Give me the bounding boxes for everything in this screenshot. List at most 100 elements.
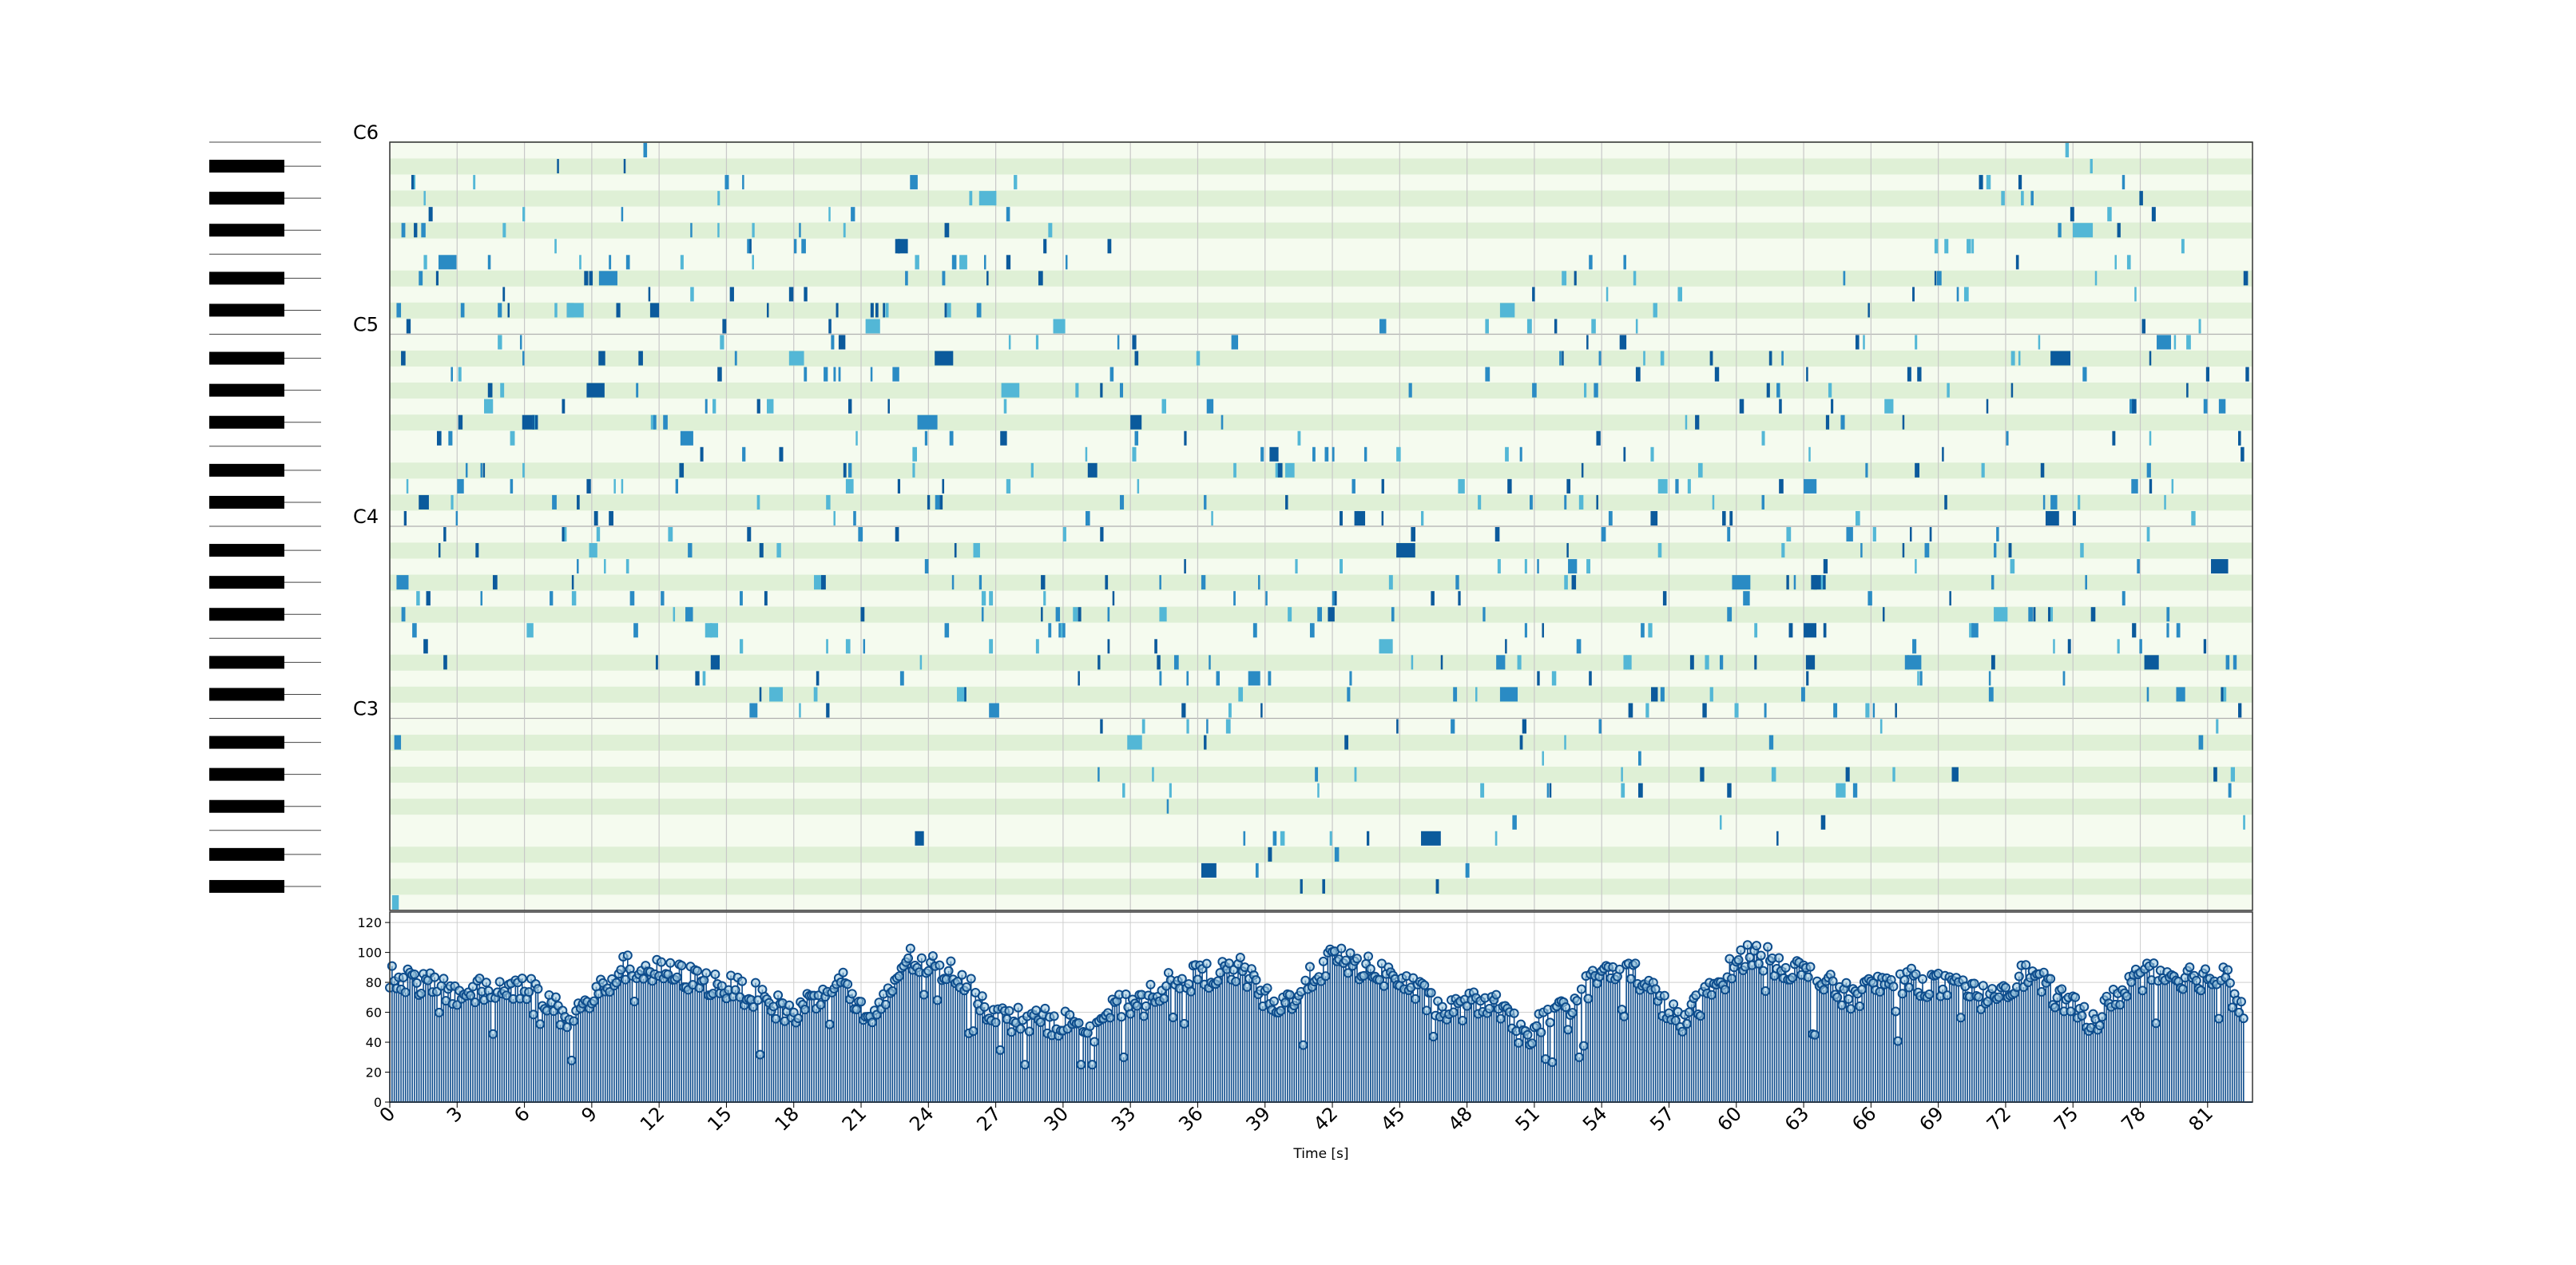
note <box>1650 510 1658 525</box>
note <box>1344 735 1349 750</box>
note <box>944 623 950 638</box>
note <box>1865 703 1870 718</box>
note <box>1288 607 1292 622</box>
note <box>779 446 784 462</box>
note <box>394 735 402 750</box>
note <box>1820 815 1826 830</box>
velocity-marker <box>1522 1029 1533 1040</box>
note <box>942 271 946 286</box>
black-key <box>209 736 284 749</box>
velocity-marker <box>943 966 954 976</box>
note <box>1651 687 1658 702</box>
note <box>1729 510 1733 525</box>
note <box>455 510 458 525</box>
note <box>625 255 630 270</box>
velocity-marker <box>1987 984 1998 994</box>
velocity-marker <box>605 986 615 997</box>
note <box>919 655 923 670</box>
note <box>1060 623 1063 638</box>
note <box>1907 367 1911 382</box>
note <box>1297 430 1301 446</box>
note <box>2137 559 2140 574</box>
note <box>1805 655 1816 670</box>
note <box>1159 575 1161 590</box>
note <box>1831 399 1834 414</box>
note <box>838 367 841 382</box>
note <box>855 430 858 446</box>
x-tick-label: 33 <box>1107 1102 1140 1135</box>
note <box>1621 767 1623 782</box>
velocity-marker <box>1448 1007 1459 1017</box>
pitch-row <box>390 254 2253 271</box>
note <box>498 303 502 318</box>
velocity-marker <box>1888 981 1899 992</box>
velocity-marker <box>2227 1002 2237 1013</box>
note <box>883 303 885 318</box>
note <box>1440 655 1443 670</box>
note <box>1843 271 1846 286</box>
note <box>981 607 984 622</box>
black-key <box>209 272 284 285</box>
x-tick-label: 45 <box>1376 1102 1409 1135</box>
note <box>1551 671 1557 686</box>
note <box>1662 591 1667 606</box>
velocity-marker <box>1242 981 1252 992</box>
note <box>522 462 525 478</box>
velocity-marker <box>1213 976 1223 986</box>
note <box>1055 607 1061 622</box>
note <box>1526 319 1532 334</box>
note <box>986 271 989 286</box>
velocity-marker <box>1978 981 1988 991</box>
note <box>724 175 729 190</box>
note <box>457 478 464 494</box>
pitch-row <box>390 734 2253 751</box>
note <box>1781 351 1784 366</box>
note <box>2006 430 2009 446</box>
note <box>1855 510 1860 525</box>
note <box>824 367 828 382</box>
note <box>1786 527 1792 542</box>
pitch-row <box>390 302 2253 319</box>
note <box>1586 335 1589 350</box>
velocity-marker <box>1318 956 1328 966</box>
note <box>747 239 752 254</box>
note <box>804 367 808 382</box>
velocity-marker <box>1145 979 1156 989</box>
pitch-row <box>390 894 2253 911</box>
velocity-marker <box>1428 1032 1439 1042</box>
note <box>1035 639 1039 654</box>
note <box>1967 239 1971 254</box>
velocity-marker <box>1810 1029 1820 1040</box>
note <box>421 223 426 238</box>
x-tick-label: 12 <box>636 1102 669 1135</box>
pitch-row <box>390 590 2253 607</box>
black-key <box>209 192 284 205</box>
note <box>1944 239 1949 254</box>
note <box>1951 767 1959 782</box>
note <box>2090 607 2096 622</box>
velocity-marker <box>430 972 440 982</box>
velocity-marker <box>2046 974 2056 984</box>
note <box>976 303 982 318</box>
note <box>562 399 566 414</box>
velocity-marker <box>1004 1005 1014 1016</box>
note <box>788 287 794 302</box>
note <box>1312 446 1316 462</box>
note <box>1238 687 1244 702</box>
velocity-marker <box>1231 976 1241 986</box>
note <box>1388 575 1393 590</box>
velocity-marker <box>1561 1002 1571 1013</box>
pitch-row <box>390 670 2253 687</box>
note <box>552 494 557 510</box>
velocity-marker <box>916 953 927 963</box>
note <box>1934 239 1939 254</box>
note <box>2176 687 2185 702</box>
note <box>2045 510 2059 525</box>
note <box>1204 735 1207 750</box>
note <box>1689 655 1694 670</box>
note <box>1334 847 1340 862</box>
note <box>1566 478 1571 494</box>
pitch-row <box>390 878 2253 895</box>
note <box>675 478 679 494</box>
note <box>2065 143 2070 158</box>
